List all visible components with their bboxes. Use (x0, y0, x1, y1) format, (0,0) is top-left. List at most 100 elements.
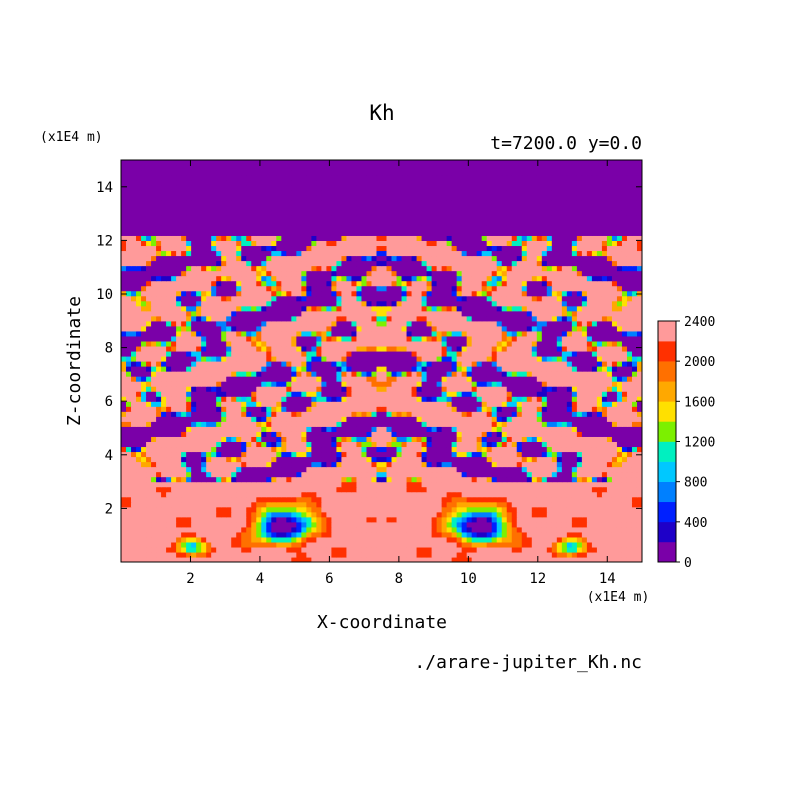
heatmap-cell (161, 355, 167, 362)
heatmap-cell (281, 506, 287, 513)
heatmap-cell (261, 481, 267, 488)
heatmap-cell (381, 320, 388, 327)
heatmap-cell (121, 355, 127, 362)
heatmap-cell (391, 491, 398, 498)
heatmap-cell (156, 441, 162, 448)
heatmap-cell (436, 446, 443, 453)
heatmap-cell (291, 376, 297, 382)
heatmap-cell (206, 456, 212, 463)
heatmap-cell (141, 556, 147, 562)
heatmap-cell (286, 391, 292, 397)
heatmap-cell (536, 386, 543, 392)
heatmap-cell (256, 446, 262, 453)
heatmap-cell (241, 436, 247, 442)
heatmap-cell (166, 521, 172, 528)
heatmap-cell (536, 361, 543, 367)
heatmap-cell (166, 411, 172, 417)
heatmap-cell (616, 436, 623, 442)
heatmap-cell (371, 526, 378, 533)
heatmap-cell (246, 471, 252, 478)
heatmap-cell (341, 371, 348, 377)
heatmap-cell (221, 416, 227, 422)
heatmap-cell (211, 436, 217, 442)
heatmap-cell (601, 476, 608, 483)
heatmap-cell (421, 386, 428, 392)
heatmap-cell (506, 476, 513, 483)
heatmap-cell (431, 406, 438, 412)
heatmap-cell (446, 335, 453, 342)
heatmap-cell (176, 436, 182, 442)
heatmap-cell (576, 521, 583, 528)
heatmap-cell (561, 436, 568, 442)
heatmap-cell (416, 401, 423, 407)
heatmap-cell (491, 511, 498, 518)
heatmap-cell (156, 421, 162, 427)
heatmap-cell (241, 416, 247, 422)
heatmap-cell (466, 551, 473, 558)
heatmap-cell (481, 366, 488, 372)
heatmap-cell (421, 406, 428, 412)
heatmap-cell (566, 496, 573, 503)
heatmap-cell (611, 391, 618, 397)
heatmap-cell (456, 461, 463, 468)
heatmap-cell (416, 511, 423, 518)
heatmap-cell (496, 431, 503, 437)
heatmap-cell (551, 355, 558, 362)
heatmap-cell (391, 546, 398, 553)
heatmap-cell (231, 491, 237, 498)
heatmap-cell (441, 546, 448, 553)
heatmap-cell (291, 491, 297, 498)
heatmap-cell (516, 355, 523, 362)
heatmap-cell (311, 431, 317, 437)
heatmap-cell (306, 350, 312, 357)
heatmap-cell (171, 541, 177, 548)
heatmap-cell (371, 361, 378, 367)
heatmap-cell (196, 521, 202, 528)
heatmap-cell (236, 386, 242, 392)
heatmap-cell (576, 556, 583, 562)
heatmap-cell (281, 451, 287, 458)
heatmap-cell (566, 511, 573, 518)
heatmap-cell (341, 396, 348, 402)
heatmap-cell (296, 431, 302, 437)
heatmap-cell (141, 481, 147, 488)
heatmap-cell (526, 401, 533, 407)
heatmap-cell (546, 436, 553, 442)
heatmap-cell (301, 320, 307, 327)
heatmap-cell (331, 541, 338, 548)
heatmap-cell (301, 436, 307, 442)
heatmap-cell (581, 350, 588, 357)
heatmap-cell (151, 401, 157, 407)
heatmap-cell (341, 446, 348, 453)
heatmap-cell (631, 526, 638, 533)
heatmap-cell (546, 396, 553, 402)
heatmap-cell (376, 521, 383, 528)
heatmap-cell (531, 361, 538, 367)
heatmap-cell (301, 386, 307, 392)
heatmap-cell (121, 491, 127, 498)
heatmap-cell (166, 350, 172, 357)
heatmap-cell (331, 426, 338, 432)
heatmap-cell (391, 335, 398, 342)
heatmap-cell (341, 466, 348, 473)
heatmap-cell (141, 366, 147, 372)
heatmap-cell (201, 340, 207, 347)
heatmap-cell (191, 386, 197, 392)
heatmap-cell (571, 551, 578, 558)
heatmap-cell (526, 501, 533, 508)
heatmap-cell (151, 536, 157, 543)
heatmap-cell (191, 335, 197, 342)
heatmap-cell (151, 446, 157, 453)
heatmap-cell (276, 340, 282, 347)
heatmap-cell (206, 335, 212, 342)
heatmap-cell (406, 491, 413, 498)
heatmap-cell (446, 330, 453, 337)
heatmap-cell (296, 386, 302, 392)
heatmap-cell (526, 471, 533, 478)
heatmap-cell (221, 381, 227, 387)
heatmap-cell (351, 466, 358, 473)
heatmap-cell (561, 350, 568, 357)
heatmap-cell (241, 406, 247, 412)
heatmap-cell (411, 456, 418, 463)
heatmap-cell (491, 536, 498, 543)
